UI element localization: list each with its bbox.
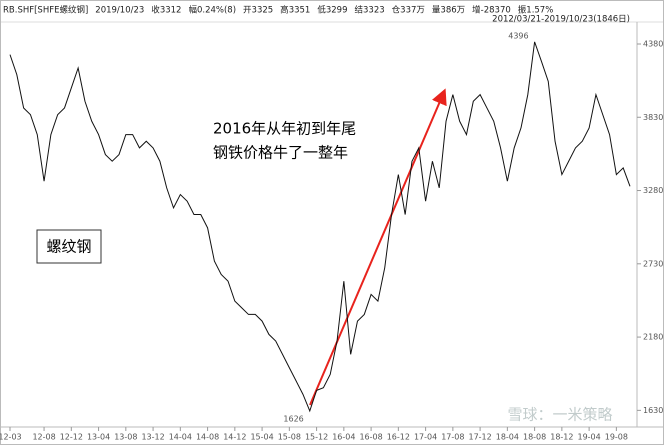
info-label: RB.SHF[SHFE螺纹钢] (3, 5, 88, 16)
info-label: 高 (280, 5, 289, 16)
info-label: 幅 (188, 5, 197, 16)
y-tick-label: 3280 (643, 186, 663, 195)
x-tick-label: 13-04 (87, 433, 110, 442)
x-tick-label: 14-08 (196, 433, 219, 442)
x-tick-label: 12-08 (32, 433, 55, 442)
info-label: 量 (432, 6, 441, 16)
x-tick-label: 16-08 (359, 433, 382, 442)
x-tick-label: 17-04 (414, 433, 437, 442)
trend-arrow (309, 88, 447, 406)
x-tick-label: 19-08 (605, 433, 628, 442)
info-value: 3299 (326, 6, 348, 16)
info-value: 1.57% (526, 6, 553, 16)
x-tick-label: 15-12 (305, 433, 328, 442)
box-label: 螺纹钢 (46, 238, 91, 256)
x-tick-label: 12-03 (0, 433, 22, 442)
annotation: 2016年从年初到年尾 (213, 120, 356, 138)
x-tick-label: 17-08 (441, 433, 464, 442)
info-bar: RB.SHF[SHFE螺纹钢] 2019/10/23 收 3312 幅 0.24%(8) 开… (3, 5, 553, 16)
range-label: 2012/03/21-2019/10/23(1846日) (492, 15, 630, 25)
value-label: 1626 (283, 414, 303, 423)
info-value: 386万 (440, 6, 465, 16)
y-tick-label: 1630 (643, 406, 663, 415)
value-label: 4396 (508, 31, 528, 40)
x-tick-label: 16-04 (332, 433, 355, 442)
info-value: 3325 (252, 6, 274, 16)
y-tick-label: 2180 (643, 333, 663, 342)
x-tick-label: 13-12 (141, 433, 164, 442)
y-tick-label: 4380 (643, 39, 663, 48)
info-value: -28370 (481, 6, 511, 16)
annotation: 钢铁价格牛了一整年 (213, 144, 348, 162)
info-label: 结 (354, 5, 363, 16)
y-tick-label: 3830 (643, 113, 663, 122)
price-line (9, 41, 631, 413)
y-tick-label: 2730 (643, 259, 663, 268)
watermark: 雪球：一米策略 (507, 406, 612, 424)
x-tick-label: 19-04 (577, 433, 600, 442)
x-tick-label: 14-04 (169, 433, 192, 442)
info-value: 337万 (400, 6, 425, 16)
info-label: 增 (472, 5, 481, 16)
info-value: 0.24%(8) (197, 6, 236, 16)
x-tick-label: 16-12 (387, 433, 410, 442)
x-tick-label: 18-04 (496, 433, 519, 442)
info-label: 低 (317, 5, 326, 16)
x-tick-label: 12-12 (60, 433, 83, 442)
info-label: 仓 (392, 5, 401, 16)
x-tick-label: 15-04 (250, 433, 273, 442)
label-box (36, 229, 102, 264)
info-value: 3351 (289, 6, 311, 16)
x-tick-label: 14-12 (223, 433, 246, 442)
info-value: 3323 (363, 6, 385, 16)
info-label: 2019/10/23 (95, 6, 144, 16)
x-tick-label: 18-08 (523, 433, 546, 442)
x-tick-label: 13-08 (114, 433, 137, 442)
info-value: 3312 (160, 6, 182, 16)
info-label: 收 (151, 5, 160, 16)
x-tick-label: 15-08 (278, 433, 301, 442)
info-label: 开 (243, 6, 252, 16)
info-label: 振 (518, 5, 527, 16)
x-tick-label: 17-12 (468, 433, 491, 442)
x-tick-label: 18-12 (550, 433, 573, 442)
